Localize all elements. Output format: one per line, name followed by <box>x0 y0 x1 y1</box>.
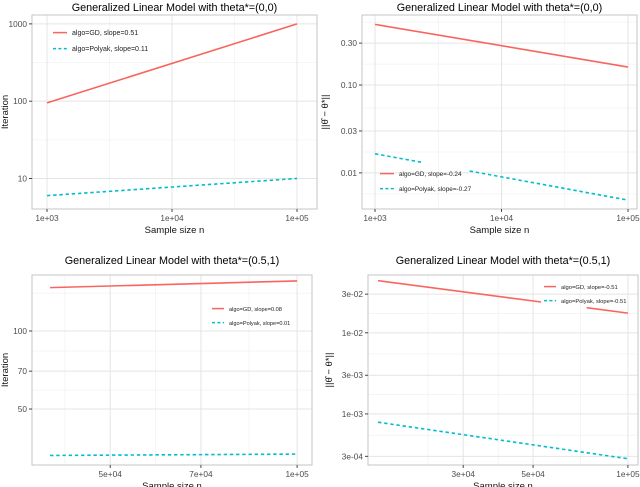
svg-text:3e-03: 3e-03 <box>342 370 364 380</box>
svg-text:algo=GD, slope=0.51: algo=GD, slope=0.51 <box>72 30 138 37</box>
svg-text:1e+03: 1e+03 <box>35 213 59 223</box>
svg-text:0.30: 0.30 <box>341 38 358 48</box>
svg-text:0.03: 0.03 <box>341 126 358 136</box>
svg-text:1e+05: 1e+05 <box>285 469 309 479</box>
chart-glm-00-error: 1e+03 1e+04 1e+05 0.30 0.10 0.03 0.01 Sample si… <box>320 2 640 236</box>
chart-cell-top-left: 1e+03 1e+04 1e+05 10 100 1000 Sample size n Ite… <box>0 0 320 244</box>
svg-text:Generalized Linear Model with: Generalized Linear Model with theta*=(0,… <box>397 2 603 14</box>
svg-text:1000: 1000 <box>9 19 28 29</box>
svg-text:1e-02: 1e-02 <box>342 328 364 338</box>
svg-text:70: 70 <box>18 366 28 376</box>
svg-text:1e-03: 1e-03 <box>342 409 364 419</box>
chart-glm-051-iterations: 5e+04 7e+04 1e+05 50 70 100 Sample size n Itera… <box>0 255 313 487</box>
svg-text:3e+04: 3e+04 <box>452 469 476 479</box>
chart-cell-top-right: 1e+03 1e+04 1e+05 0.30 0.10 0.03 0.01 Sample si… <box>320 0 640 244</box>
svg-text:algo=Polyak, slope=0.11: algo=Polyak, slope=0.11 <box>72 46 148 53</box>
svg-text:7e+04: 7e+04 <box>189 469 213 479</box>
svg-text:5e+04: 5e+04 <box>521 469 545 479</box>
svg-text:1e+04: 1e+04 <box>490 213 514 223</box>
svg-text:algo=GD, slope=-0.24: algo=GD, slope=-0.24 <box>399 171 462 178</box>
svg-text:Iteration: Iteration <box>0 95 11 129</box>
svg-text:1e+05: 1e+05 <box>616 469 640 479</box>
svg-text:1e+05: 1e+05 <box>285 213 309 223</box>
chart-glm-00-iterations: 1e+03 1e+04 1e+05 10 100 1000 Sample size n Ite… <box>0 2 318 236</box>
chart-glm-051-error: 3e+04 5e+04 1e+05 3e-02 1e-02 3e-03 1e-03 3e-04… <box>324 255 640 487</box>
svg-text:1e+04: 1e+04 <box>160 213 184 223</box>
svg-text:5e+04: 5e+04 <box>99 469 123 479</box>
svg-text:50: 50 <box>18 404 28 414</box>
svg-text:3e-02: 3e-02 <box>342 289 364 299</box>
svg-text:Sample size n: Sample size n <box>470 225 530 236</box>
svg-text:Sample size n: Sample size n <box>473 481 533 487</box>
svg-text:Sample size n: Sample size n <box>142 481 202 487</box>
svg-text:||θ̂ − θ*||: ||θ̂ − θ*|| <box>320 95 331 130</box>
svg-text:algo=Polyak, slope=0.01: algo=Polyak, slope=0.01 <box>229 321 290 327</box>
svg-text:10: 10 <box>18 173 28 183</box>
svg-text:||θ̂ − θ*||: ||θ̂ − θ*|| <box>324 353 335 388</box>
svg-text:algo=Polyak, slope=-0.27: algo=Polyak, slope=-0.27 <box>399 186 472 193</box>
svg-text:0.10: 0.10 <box>341 80 358 90</box>
svg-text:algo=Polyak, slope=-0.51: algo=Polyak, slope=-0.51 <box>561 299 626 305</box>
svg-text:100: 100 <box>13 326 27 336</box>
chart-cell-bottom-right: 3e+04 5e+04 1e+05 3e-02 1e-02 3e-03 1e-03 3e-04… <box>320 244 640 487</box>
svg-text:0.01: 0.01 <box>341 168 358 178</box>
svg-text:100: 100 <box>13 96 27 106</box>
svg-text:Generalized Linear Model with: Generalized Linear Model with theta*=(0.… <box>65 255 280 267</box>
svg-text:Generalized Linear Model with: Generalized Linear Model with theta*=(0.… <box>396 255 611 267</box>
svg-text:Sample size n: Sample size n <box>145 225 205 236</box>
svg-text:1e+03: 1e+03 <box>363 213 387 223</box>
svg-text:Iteration: Iteration <box>0 353 11 387</box>
chart-cell-bottom-left: 5e+04 7e+04 1e+05 50 70 100 Sample size n Itera… <box>0 244 320 487</box>
svg-text:algo=GD, slope=-0.51: algo=GD, slope=-0.51 <box>561 285 618 291</box>
svg-text:1e+05: 1e+05 <box>616 213 640 223</box>
svg-text:algo=GD, slope=0.08: algo=GD, slope=0.08 <box>229 307 282 313</box>
svg-text:Generalized Linear Model with: Generalized Linear Model with theta*=(0,… <box>72 2 278 14</box>
svg-text:3e-04: 3e-04 <box>342 451 364 461</box>
